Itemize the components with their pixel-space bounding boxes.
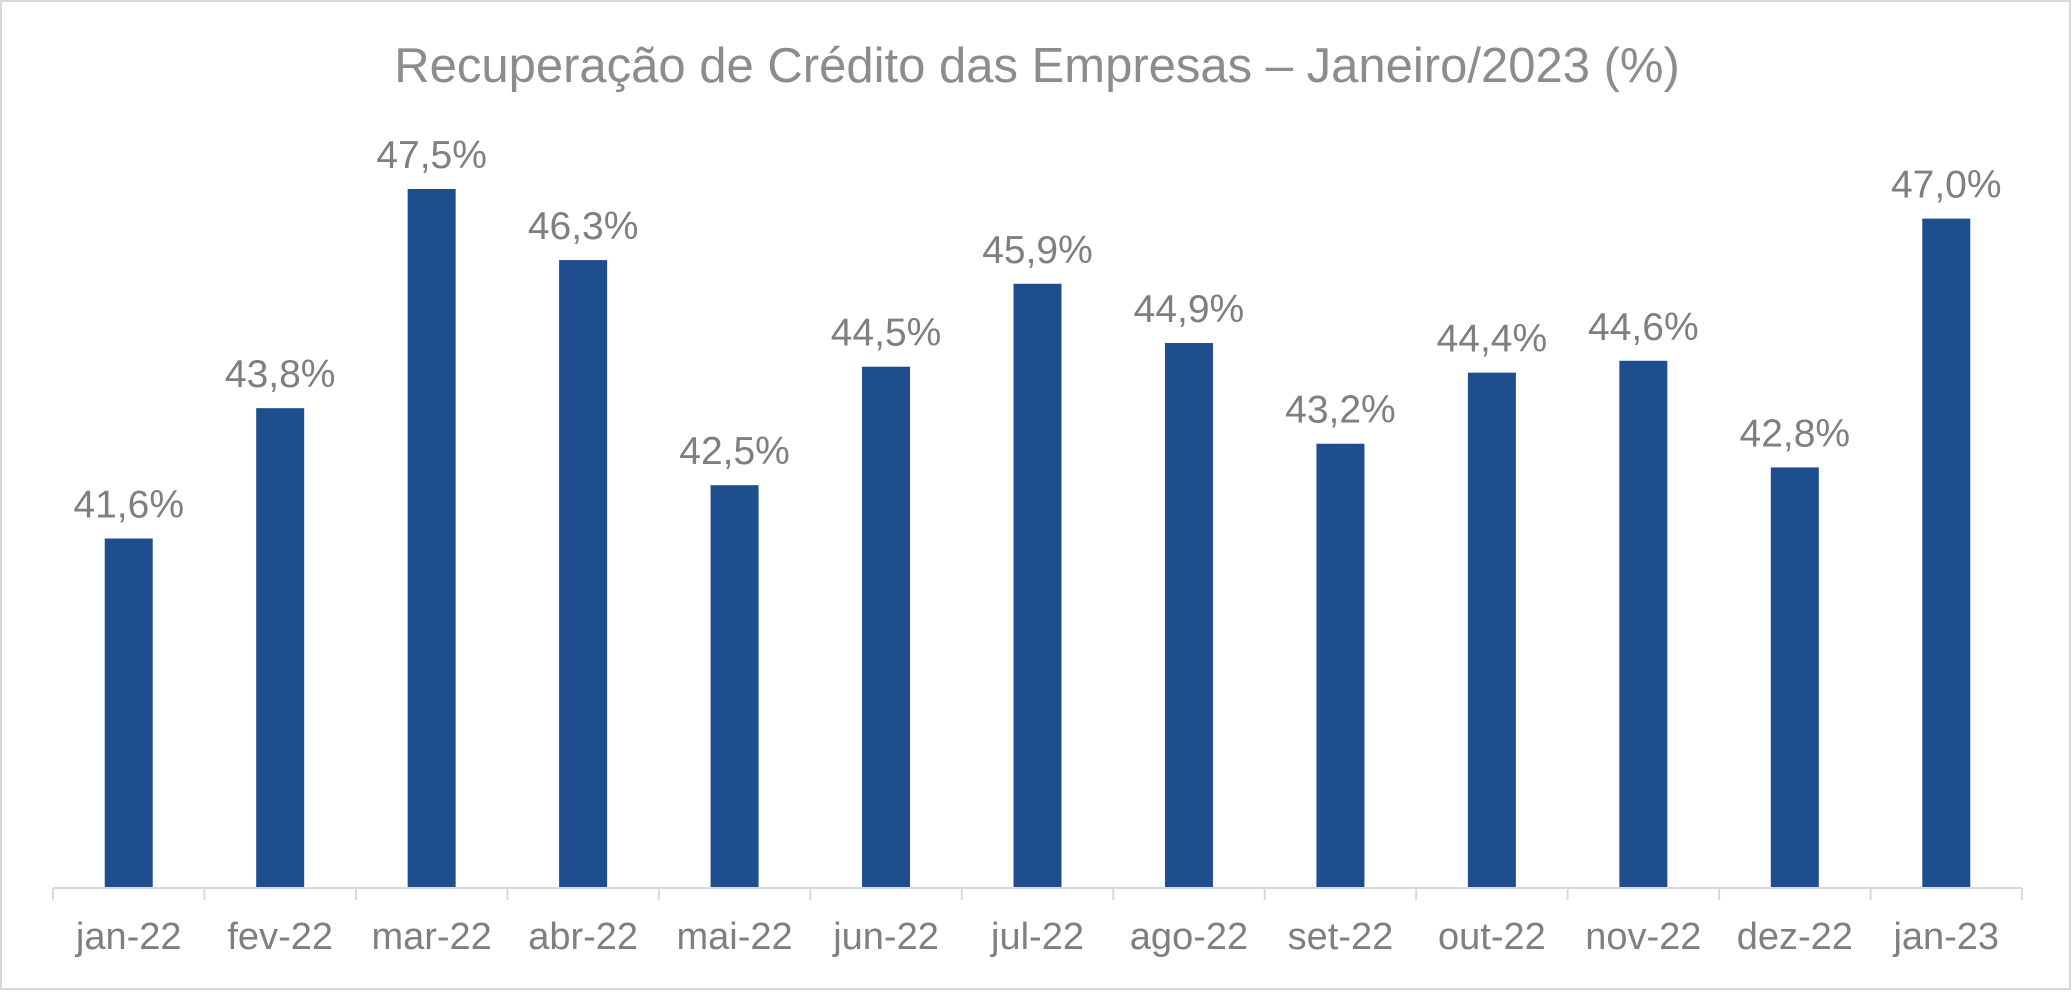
x-tick-label-jan-22: jan-22 <box>75 916 182 958</box>
bar-jun-22 <box>862 366 911 888</box>
data-label-mai-22: 42,5% <box>679 430 790 473</box>
x-tick-label-mar-22: mar-22 <box>371 916 491 958</box>
x-tick-label-fev-22: fev-22 <box>227 916 333 958</box>
data-label-jan-22: 41,6% <box>73 484 184 527</box>
data-labels-group: 41,6% 43,8% 47,5% 46,3% 42,5% 44,5% 45,9% 44,9%… <box>73 134 2001 527</box>
bar-dez-22 <box>1770 467 1819 888</box>
bar-jul-22 <box>1013 283 1062 888</box>
data-label-jan-23: 47,0% <box>1891 164 2002 207</box>
x-tick-label-abr-22: abr-22 <box>528 916 638 958</box>
bar-fev-22 <box>256 408 305 888</box>
bar-ago-22 <box>1164 343 1213 888</box>
x-tick-label-set-22: set-22 <box>1288 916 1394 958</box>
x-tick-label-mai-22: mai-22 <box>676 916 792 958</box>
data-label-fev-22: 43,8% <box>225 353 336 396</box>
x-tick-label-out-22: out-22 <box>1438 916 1546 958</box>
bar-abr-22 <box>559 260 608 889</box>
x-axis-labels-group: jan-22 fev-22 mar-22 abr-22 mai-22 jun-22 jul-… <box>75 916 1999 958</box>
data-label-nov-22: 44,6% <box>1588 306 1699 349</box>
data-label-abr-22: 46,3% <box>528 205 639 248</box>
bars-group <box>104 189 1971 889</box>
bar-out-22 <box>1467 372 1516 888</box>
x-tick-label-ago-22: ago-22 <box>1130 916 1248 958</box>
bar-mai-22 <box>710 485 759 888</box>
x-tick-label-jan-23: jan-23 <box>1892 916 1999 958</box>
x-tick-label-nov-22: nov-22 <box>1585 916 1701 958</box>
x-tick-label-dez-22: dez-22 <box>1737 916 1853 958</box>
data-label-out-22: 44,4% <box>1437 318 1548 361</box>
data-label-dez-22: 42,8% <box>1740 412 1851 455</box>
x-tick-label-jul-22: jul-22 <box>990 916 1084 958</box>
bar-set-22 <box>1316 443 1365 888</box>
data-label-ago-22: 44,9% <box>1134 288 1245 331</box>
x-tick-label-jun-22: jun-22 <box>832 916 939 958</box>
bar-jan-23 <box>1922 218 1971 888</box>
bar-mar-22 <box>407 189 456 888</box>
data-label-jul-22: 45,9% <box>982 229 1093 272</box>
x-axis-ticks-group <box>52 888 2023 900</box>
bar-nov-22 <box>1619 360 1668 888</box>
bar-jan-22 <box>104 538 153 888</box>
chart-title: Recuperação de Crédito das Empresas – Ja… <box>394 39 1680 93</box>
data-label-mar-22: 47,5% <box>376 134 487 177</box>
data-label-set-22: 43,2% <box>1285 389 1396 432</box>
data-label-jun-22: 44,5% <box>831 312 942 355</box>
